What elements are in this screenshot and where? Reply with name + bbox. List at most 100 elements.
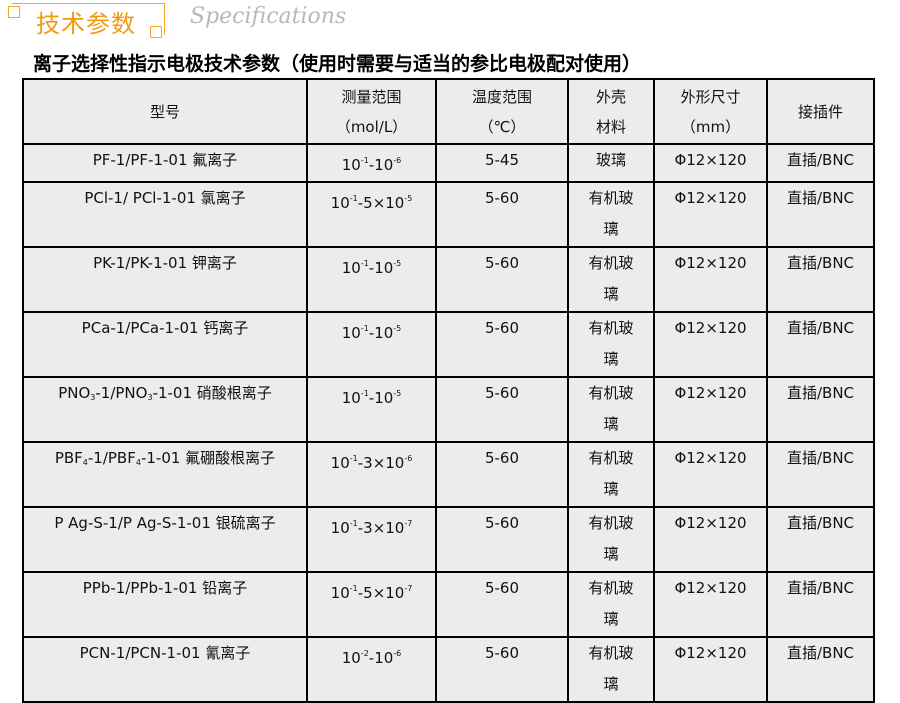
temp-cell: 5-60 [435, 311, 569, 378]
column-header-line: 外形尺寸 [680, 87, 741, 106]
connector-cell: 直插/BNC [766, 181, 875, 248]
size-cell: Φ12×120 [653, 441, 768, 508]
material-cell: 玻璃 [567, 143, 655, 183]
column-header: 外形尺寸 （mm） [653, 78, 768, 145]
range-cell: 10-1-10-5 [306, 311, 437, 378]
range-cell: 10-1-3×10-7 [306, 506, 437, 573]
table-row: PCa-1/PCa-1-01 钙离子 10-1-10-5 5-60 有机玻璃 Φ12×1… [22, 311, 875, 378]
text: -1/PNO [95, 384, 148, 402]
size-cell: Φ12×120 [653, 311, 768, 378]
column-header-line: 材料 [595, 117, 626, 136]
text: PK-1/PK-1-01 钾离子 [93, 254, 237, 272]
column-header: 接插件 [766, 78, 875, 145]
text: PF-1/PF-1-01 氟离子 [92, 151, 238, 169]
supscript: -5 [393, 259, 402, 268]
table-row: PF-1/PF-1-01 氟离子 10-1-10-6 5-45 玻璃 Φ12×120 直插… [22, 143, 875, 183]
table-header-row: 型号 测量范围 （mol/L） 温度范围 （℃） 外壳 材料 外形尺寸 （mm） 接插件 [22, 78, 875, 145]
supscript: -5 [393, 324, 402, 333]
model-cell: PCN-1/PCN-1-01 氰离子 [22, 636, 308, 703]
size-cell: Φ12×120 [653, 376, 768, 443]
text: 10 [341, 389, 361, 407]
text: -1-01 氟硼酸根离子 [140, 449, 276, 467]
range-cell: 10-1-10-5 [306, 246, 437, 313]
temp-cell: 5-60 [435, 571, 569, 638]
connector-cell: 直插/BNC [766, 441, 875, 508]
subscript: 4 [135, 458, 141, 467]
size-cell: Φ12×120 [653, 181, 768, 248]
column-header-line: 测量范围 [341, 87, 402, 106]
temp-cell: 5-60 [435, 246, 569, 313]
supscript: -5 [404, 194, 413, 203]
model-cell: P Ag-S-1/P Ag-S-1-01 银硫离子 [22, 506, 308, 573]
material-cell: 有机玻璃 [567, 311, 655, 378]
corner-ornament-icon [8, 6, 20, 18]
range-cell: 10-1-5×10-7 [306, 571, 437, 638]
range-cell: 10-1-10-6 [306, 143, 437, 183]
text: 10 [330, 454, 350, 472]
section-subtitle: Specifications [190, 4, 347, 29]
range-cell: 10-2-10-6 [306, 636, 437, 703]
table-row: PK-1/PK-1-01 钾离子 10-1-10-5 5-60 有机玻璃 Φ12×120… [22, 246, 875, 313]
column-header-line: （mm） [680, 117, 741, 136]
text: 10 [341, 649, 361, 667]
text: 10 [330, 194, 350, 212]
material-cell: 有机玻璃 [567, 636, 655, 703]
column-header: 外壳 材料 [567, 78, 655, 145]
table-row: P Ag-S-1/P Ag-S-1-01 银硫离子 10-1-3×10-7 5-60… [22, 506, 875, 573]
text: 10 [341, 259, 361, 277]
connector-cell: 直插/BNC [766, 246, 875, 313]
text: -10 [368, 389, 394, 407]
text: 10 [341, 156, 361, 174]
text: -3×10 [357, 519, 405, 537]
text: -5×10 [357, 584, 405, 602]
corner-ornament-icon [150, 26, 162, 38]
text: 10 [330, 584, 350, 602]
connector-cell: 直插/BNC [766, 143, 875, 183]
text: -3×10 [357, 454, 405, 472]
spec-table: 型号 测量范围 （mol/L） 温度范围 （℃） 外壳 材料 外形尺寸 （mm） 接插件 PF-1… [22, 78, 875, 703]
size-cell: Φ12×120 [653, 143, 768, 183]
text: PNO [58, 384, 91, 402]
connector-cell: 直插/BNC [766, 636, 875, 703]
supscript: -6 [404, 454, 413, 463]
supscript: -1 [349, 194, 358, 203]
supscript: -6 [393, 649, 402, 658]
column-header: 型号 [22, 78, 308, 145]
supscript: -1 [349, 584, 358, 593]
text: -1-01 硝酸根离子 [152, 384, 272, 402]
temp-cell: 5-60 [435, 506, 569, 573]
model-cell: PBF4-1/PBF4-1-01 氟硼酸根离子 [22, 441, 308, 508]
section-title: 技术参数 [36, 10, 136, 38]
column-header: 测量范围 （mol/L） [306, 78, 437, 145]
text: 10 [330, 519, 350, 537]
text: -10 [368, 259, 394, 277]
model-cell: PPb-1/PPb-1-01 铅离子 [22, 571, 308, 638]
connector-cell: 直插/BNC [766, 376, 875, 443]
temp-cell: 5-60 [435, 441, 569, 508]
temp-cell: 5-45 [435, 143, 569, 183]
range-cell: 10-1-10-5 [306, 376, 437, 443]
table-row: PCN-1/PCN-1-01 氰离子 10-2-10-6 5-60 有机玻璃 Φ12×1… [22, 636, 875, 703]
connector-cell: 直插/BNC [766, 506, 875, 573]
model-cell: PCl-1/ PCl-1-01 氯离子 [22, 181, 308, 248]
text: -10 [368, 649, 394, 667]
temp-cell: 5-60 [435, 636, 569, 703]
material-cell: 有机玻璃 [567, 181, 655, 248]
temp-cell: 5-60 [435, 181, 569, 248]
connector-cell: 直插/BNC [766, 311, 875, 378]
text: -1/PBF [87, 449, 136, 467]
table-row: PBF4-1/PBF4-1-01 氟硼酸根离子 10-1-3×10-6 5-60 有机… [22, 441, 875, 508]
column-header-line: （mol/L） [335, 117, 408, 136]
size-cell: Φ12×120 [653, 571, 768, 638]
table-row: PNO3-1/PNO3-1-01 硝酸根离子 10-1-10-5 5-60 有机玻璃 Φ… [22, 376, 875, 443]
supscript: -2 [360, 649, 369, 658]
connector-cell: 直插/BNC [766, 571, 875, 638]
subscript: 4 [82, 458, 88, 467]
material-cell: 有机玻璃 [567, 506, 655, 573]
material-cell: 有机玻璃 [567, 246, 655, 313]
size-cell: Φ12×120 [653, 506, 768, 573]
subscript: 3 [147, 393, 153, 402]
supscript: -1 [360, 389, 369, 398]
size-cell: Φ12×120 [653, 246, 768, 313]
supscript: -7 [404, 519, 413, 528]
